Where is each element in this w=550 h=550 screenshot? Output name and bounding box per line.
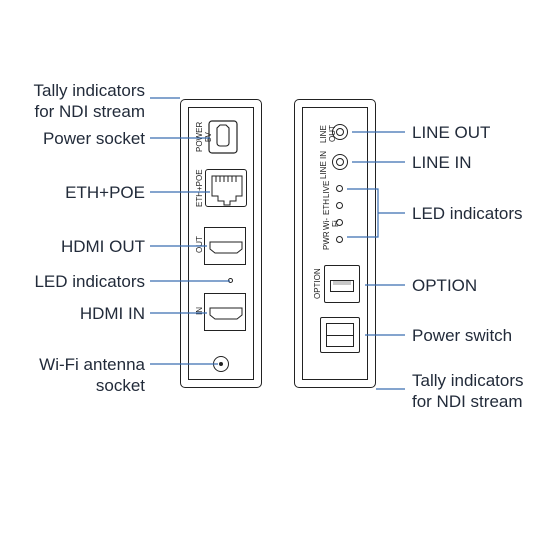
- line-in-text: LINE IN: [319, 151, 328, 179]
- label-power-socket: Power socket: [0, 128, 145, 149]
- hdmi-in-text: IN: [195, 303, 204, 319]
- led-dot-a: [228, 278, 233, 283]
- label-tally-left: Tally indicators for NDI stream: [0, 80, 145, 123]
- label-tally-right: Tally indicators for NDI stream: [412, 370, 524, 413]
- label-wifi-antenna: Wi-Fi antenna socket: [0, 354, 145, 397]
- power-switch: [320, 317, 360, 353]
- label-eth-poe: ETH+POE: [0, 182, 145, 203]
- label-power-switch: Power switch: [412, 325, 512, 346]
- label-option: OPTION: [412, 275, 477, 296]
- led-eth-text: ETH: [322, 199, 331, 215]
- led-pwr: [336, 236, 343, 243]
- hdmi-out-port: [204, 227, 246, 265]
- hdmi-out-text: OUT: [195, 235, 204, 255]
- option-usb-port: [324, 265, 360, 303]
- label-hdmi-out: HDMI OUT: [0, 236, 145, 257]
- led-live: [336, 185, 343, 192]
- label-line-out: LINE OUT: [412, 122, 490, 143]
- label-led-indicators-right: LED indicators: [412, 203, 523, 224]
- led-live-text: LIVE: [322, 182, 331, 198]
- device-a-panel: POWER 5V ETH+POE OUT IN: [180, 99, 262, 388]
- led-eth: [336, 202, 343, 209]
- led-pwr-text: PWR: [322, 232, 331, 250]
- power-5v-text: POWER 5V: [195, 119, 213, 155]
- hdmi-in-port: [204, 293, 246, 331]
- device-b-panel: LINE OUT LINE IN LIVE ETH Wi-Fi PWR OPTI…: [294, 99, 376, 388]
- eth-poe-port: [205, 169, 247, 207]
- wifi-antenna-port: [213, 356, 229, 372]
- eth-poe-text: ETH+POE: [195, 171, 204, 207]
- option-text: OPTION: [313, 269, 322, 299]
- label-hdmi-in: HDMI IN: [0, 303, 145, 324]
- label-led-indicators-left: LED indicators: [0, 271, 145, 292]
- line-in-jack: [332, 154, 348, 170]
- line-out-text: LINE OUT: [319, 117, 337, 151]
- label-line-in: LINE IN: [412, 152, 472, 173]
